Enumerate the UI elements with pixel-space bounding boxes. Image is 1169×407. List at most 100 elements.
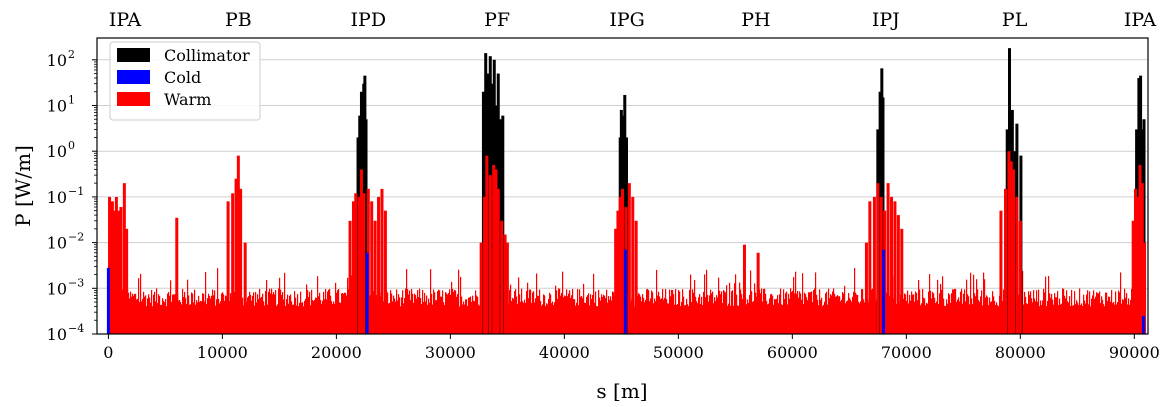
bar-warm-baseline xyxy=(701,296,703,334)
bar-warm-baseline xyxy=(669,289,671,334)
bar-warm-baseline xyxy=(314,299,316,334)
bar-warm-baseline xyxy=(768,303,770,334)
bar-warm-baseline xyxy=(264,305,266,334)
bar-warm-baseline xyxy=(813,290,815,334)
bar-warm-baseline xyxy=(540,301,542,334)
bar-warm-baseline xyxy=(323,291,325,334)
bar-warm xyxy=(872,196,876,334)
bar-warm-baseline xyxy=(189,304,191,334)
bar-warm-baseline xyxy=(668,303,670,334)
bar-warm-baseline xyxy=(647,288,649,334)
bar-warm-baseline xyxy=(1123,299,1125,334)
bar-warm-baseline xyxy=(859,303,861,334)
bar-warm xyxy=(896,215,900,334)
bar-cold xyxy=(623,249,627,334)
bar-warm-baseline xyxy=(957,299,959,334)
bar-warm-baseline xyxy=(1035,301,1037,334)
bar-warm-baseline xyxy=(691,302,693,334)
bar-warm-baseline xyxy=(229,301,231,334)
bar-warm-baseline xyxy=(789,298,791,334)
bar-warm-baseline xyxy=(862,289,864,334)
bar-warm-baseline xyxy=(857,295,859,334)
bar-warm-baseline xyxy=(930,290,932,334)
bar-warm-baseline xyxy=(982,305,984,334)
bar-warm-baseline xyxy=(1034,298,1036,334)
bar-warm-baseline xyxy=(344,292,346,334)
bar-warm-baseline xyxy=(338,289,340,334)
bar-warm xyxy=(621,188,624,334)
bar-warm-baseline xyxy=(1089,291,1091,334)
y-tick-exponent-1: −3 xyxy=(68,276,84,289)
bar-warm-baseline xyxy=(707,295,709,334)
bar-warm-baseline xyxy=(644,302,646,334)
bar-warm-baseline xyxy=(738,305,740,334)
bar-warm-baseline xyxy=(724,291,726,334)
bar-warm-baseline xyxy=(522,301,524,334)
bar-warm-baseline xyxy=(407,289,409,334)
bar-warm-baseline xyxy=(911,291,913,334)
bar-warm-baseline xyxy=(906,301,908,334)
bar-warm-baseline xyxy=(809,292,811,334)
bar-warm-baseline xyxy=(854,268,856,334)
bar-warm-baseline xyxy=(351,275,353,334)
bar-warm-baseline xyxy=(958,297,960,334)
bar-warm-baseline xyxy=(187,279,189,334)
bar-warm-baseline xyxy=(419,288,421,334)
bar-warm-baseline xyxy=(193,302,195,334)
bar-warm-baseline xyxy=(677,303,679,334)
bar-warm-baseline xyxy=(166,306,168,334)
bar-warm-baseline xyxy=(163,300,165,334)
bar-warm-baseline xyxy=(336,292,338,334)
bar-warm xyxy=(868,201,872,334)
bar-warm-baseline xyxy=(1022,270,1024,334)
bar-warm-baseline xyxy=(164,302,166,334)
bar-warm-baseline xyxy=(1037,301,1039,334)
bar-warm-baseline xyxy=(585,303,587,334)
bar-warm-baseline xyxy=(383,301,385,334)
bar-warm-baseline xyxy=(428,298,430,334)
bar-warm-baseline xyxy=(191,292,193,334)
bar-warm-baseline xyxy=(446,293,448,334)
bar-warm-baseline xyxy=(855,292,857,334)
bar-warm-baseline xyxy=(525,302,527,334)
bar-warm-baseline xyxy=(1042,300,1044,334)
bar-warm xyxy=(500,220,504,334)
bar-warm-baseline xyxy=(1030,291,1032,334)
bar-warm-baseline xyxy=(268,291,270,334)
bar-warm-baseline xyxy=(1053,304,1055,334)
bar-warm-baseline xyxy=(718,277,720,334)
bar-warm-baseline xyxy=(810,292,812,334)
bar-warm-baseline xyxy=(599,297,601,334)
bar-warm-baseline xyxy=(705,297,707,334)
bar-warm-baseline xyxy=(537,295,539,334)
bar-warm-baseline xyxy=(167,293,169,334)
bar-warm-baseline xyxy=(812,302,814,334)
bar-warm-baseline xyxy=(983,272,985,334)
bar-warm-baseline xyxy=(1058,305,1060,334)
bar-warm-baseline xyxy=(342,293,344,334)
bar-warm-baseline xyxy=(573,299,575,334)
bar-warm-baseline xyxy=(130,291,132,334)
bar-warm-baseline xyxy=(152,306,154,334)
bar-warm-baseline xyxy=(733,305,735,334)
bar-warm-baseline xyxy=(845,303,847,334)
bar-warm-baseline xyxy=(465,299,467,334)
bar-warm-baseline xyxy=(699,294,701,334)
bar-warm-baseline xyxy=(833,288,835,334)
bar-warm-baseline xyxy=(766,300,768,334)
bar-warm-baseline xyxy=(649,301,651,334)
bar-warm-baseline xyxy=(987,296,989,334)
bar-warm-baseline xyxy=(954,288,956,334)
bar-warm-baseline xyxy=(558,288,560,334)
bar-warm-baseline xyxy=(249,291,251,334)
bar-warm-baseline xyxy=(211,295,213,334)
bar-warm-baseline xyxy=(294,291,296,334)
bar-warm-baseline xyxy=(1131,289,1133,334)
bar-warm-baseline xyxy=(593,273,595,334)
bar-warm-baseline xyxy=(978,299,980,334)
bar-warm-baseline xyxy=(438,289,440,334)
bar-warm-baseline xyxy=(988,305,990,334)
bar-warm-baseline xyxy=(346,295,348,334)
bar-warm-baseline xyxy=(445,292,447,334)
